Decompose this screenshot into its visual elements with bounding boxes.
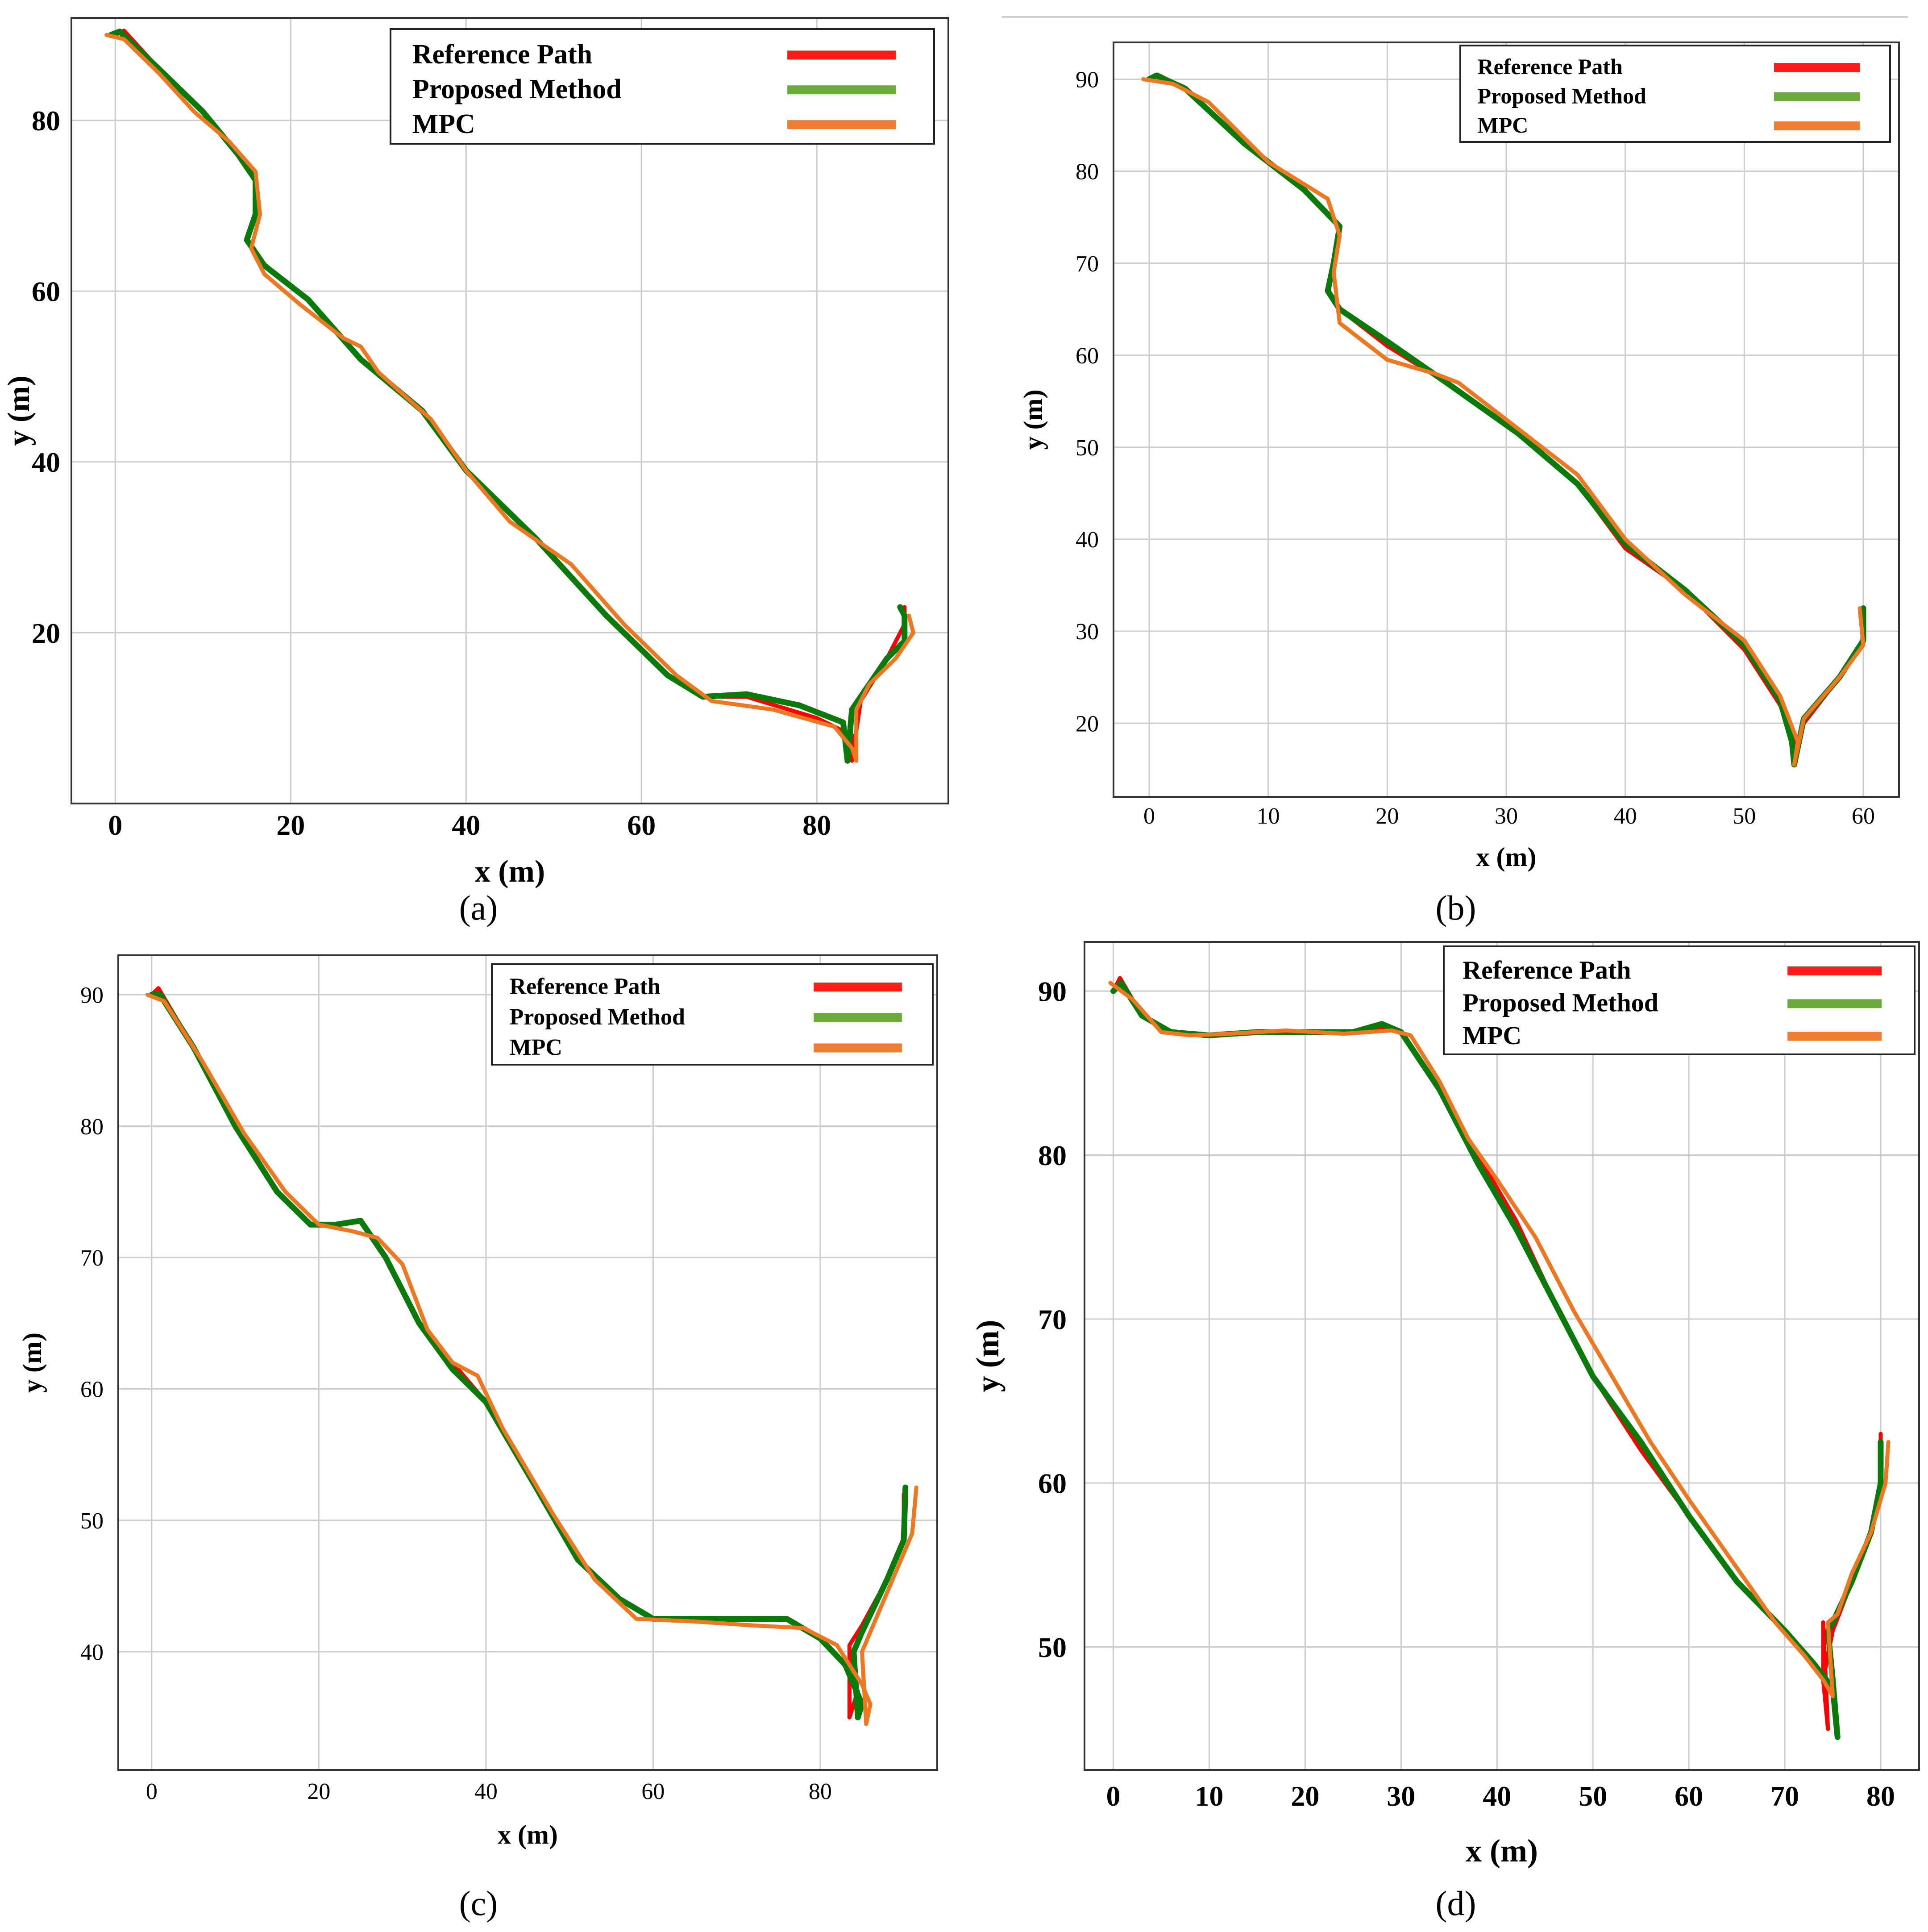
legend-label: Reference Path <box>1463 955 1631 984</box>
y-tick-label: 90 <box>1038 976 1067 1008</box>
x-tick-label: 0 <box>1143 804 1155 829</box>
y-axis-title: y (m) <box>17 1332 47 1393</box>
x-tick-label: 60 <box>1852 804 1875 829</box>
x-tick-label: 80 <box>802 809 831 841</box>
x-axis-title: x (m) <box>1476 842 1537 872</box>
x-tick-label: 70 <box>1770 1780 1799 1812</box>
y-tick-label: 50 <box>1038 1632 1067 1663</box>
legend-label: Proposed Method <box>1463 988 1658 1017</box>
y-axis-title: y (m) <box>970 1320 1006 1392</box>
x-axis-title: x (m) <box>1466 1833 1538 1869</box>
caption-b: (b) <box>1436 888 1476 927</box>
legend-label: MPC <box>510 1035 562 1060</box>
x-tick-label: 50 <box>1733 804 1756 829</box>
x-tick-label: 30 <box>1495 804 1518 829</box>
y-tick-label: 80 <box>1076 159 1099 185</box>
legend-label: Reference Path <box>510 974 661 999</box>
chart-panel: 0 20 40 60 80 20 40 60 80 x (m) y (m) Reference Pat… <box>2 17 949 889</box>
legend-label: MPC <box>412 109 475 139</box>
y-tick-label: 70 <box>1076 251 1099 277</box>
y-tick-label: 60 <box>1038 1468 1067 1499</box>
y-tick-label: 40 <box>32 446 60 478</box>
chart-panel: 0 20 40 60 80 40 50 60 70 80 90 x (m) y (m) Reference… <box>17 954 938 1849</box>
y-tick-label: 80 <box>1038 1140 1067 1171</box>
y-tick-label: 30 <box>1076 619 1099 645</box>
x-tick-label: 60 <box>641 1779 665 1804</box>
x-tick-label: 10 <box>1257 804 1280 829</box>
x-tick-label: 60 <box>627 809 656 841</box>
plot-area-frame <box>71 17 949 804</box>
caption-c: (c) <box>459 1884 498 1923</box>
x-tick-label: 20 <box>276 809 305 841</box>
y-tick-label: 50 <box>80 1508 104 1534</box>
x-tick-label: 20 <box>1375 804 1399 829</box>
legend-label: Reference Path <box>412 39 592 70</box>
y-tick-label: 80 <box>32 105 60 137</box>
plot-area-frame <box>1084 941 1920 1771</box>
y-tick-label: 70 <box>80 1245 104 1271</box>
caption-d: (d) <box>1436 1884 1476 1923</box>
x-tick-label: 60 <box>1675 1780 1703 1812</box>
x-tick-label: 80 <box>809 1779 832 1804</box>
legend-label: MPC <box>1478 112 1529 137</box>
x-axis-title: x (m) <box>498 1820 558 1849</box>
x-tick-label: 80 <box>1866 1780 1895 1812</box>
x-tick-label: 40 <box>474 1779 498 1804</box>
chart-panel: 0 10 20 30 40 50 60 70 80 50 60 70 80 90 x (m) y (m) Ref… <box>970 941 1920 1869</box>
plot-area-frame <box>1113 42 1900 798</box>
legend-label: Reference Path <box>1478 54 1623 79</box>
panels: 0 20 40 60 80 20 40 60 80 x (m) y (m) Reference Pat… <box>2 17 1920 1869</box>
y-axis-title: y (m) <box>2 375 36 446</box>
x-tick-label: 0 <box>108 809 122 841</box>
x-tick-label: 50 <box>1579 1780 1607 1812</box>
x-tick-label: 20 <box>307 1779 330 1804</box>
legend: Reference Path Proposed Method MPC <box>491 963 934 1066</box>
legend-label: Proposed Method <box>412 74 622 104</box>
chart-panel: 0 10 20 30 40 50 60 20 30 40 50 60 70 80 90 x (m) y (m) R… <box>1018 42 1900 872</box>
y-tick-label: 60 <box>32 276 60 308</box>
y-tick-label: 60 <box>80 1377 104 1403</box>
y-tick-label: 40 <box>1076 527 1099 553</box>
y-tick-label: 20 <box>1076 711 1099 737</box>
x-tick-label: 40 <box>1483 1780 1511 1812</box>
x-axis-title: x (m) <box>475 854 545 889</box>
legend-label: Proposed Method <box>510 1004 685 1030</box>
y-tick-label: 90 <box>80 983 104 1008</box>
caption-a: (a) <box>459 888 498 927</box>
legend-label: Proposed Method <box>1478 83 1646 108</box>
y-tick-label: 40 <box>80 1640 104 1665</box>
x-tick-label: 0 <box>146 1779 158 1804</box>
series-line-proposed <box>149 991 909 1720</box>
y-tick-label: 60 <box>1076 343 1099 369</box>
legend: Reference Path Proposed Method MPC <box>1443 945 1916 1055</box>
x-tick-label: 20 <box>1291 1780 1319 1812</box>
x-tick-label: 40 <box>452 809 480 841</box>
plot-area-frame <box>117 954 938 1771</box>
series-line-mpc <box>145 992 918 1726</box>
legend-label: MPC <box>1463 1021 1521 1050</box>
series-line-mpc <box>104 33 915 763</box>
y-axis-title: y (m) <box>1018 390 1048 450</box>
x-tick-label: 0 <box>1106 1780 1120 1812</box>
y-tick-label: 20 <box>32 617 60 649</box>
series-line-mpc <box>1141 77 1866 767</box>
y-tick-label: 70 <box>1038 1303 1067 1335</box>
series-line-mpc <box>1108 981 1891 1699</box>
x-tick-label: 30 <box>1387 1780 1415 1812</box>
legend: Reference Path Proposed Method MPC <box>1459 45 1891 143</box>
y-tick-label: 50 <box>1076 435 1099 461</box>
x-tick-label: 10 <box>1195 1780 1223 1812</box>
y-tick-label: 80 <box>80 1114 104 1140</box>
y-tick-label: 90 <box>1076 67 1099 93</box>
legend: Reference Path Proposed Method MPC <box>390 28 935 145</box>
x-tick-label: 40 <box>1614 804 1637 829</box>
